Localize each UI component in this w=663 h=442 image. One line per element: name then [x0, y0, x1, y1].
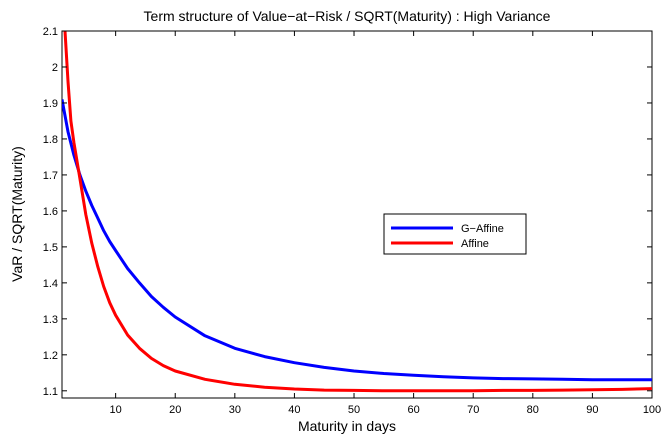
x-tick-label: 60	[407, 404, 419, 416]
series-group	[62, 31, 652, 393]
x-tick-label: 100	[643, 404, 661, 416]
legend: G−Affine Affine	[383, 213, 527, 255]
x-tick-label: 10	[110, 404, 122, 416]
y-tick-label: 2	[52, 62, 58, 74]
y-tick-label: 1.6	[43, 206, 58, 218]
y-axis-title: VaR / SQRT(Maturity)	[9, 146, 25, 282]
x-tick-label: 80	[527, 404, 539, 416]
y-tick-label: 1.2	[43, 350, 58, 362]
x-tick-label: 20	[169, 404, 181, 416]
x-axis-title: Maturity in days	[298, 418, 396, 434]
y-tick-label: 1.3	[43, 314, 58, 326]
legend-label-g-affine: G−Affine	[461, 223, 504, 235]
plot-area: 10 20 30 40 50 60 70 80 90 100 1.1 1.2 1.3 1.4 1.5 1.6…	[43, 26, 661, 416]
y-tick-label: 1.5	[43, 242, 58, 254]
y-tick-label: 1.4	[43, 278, 58, 290]
plot-frame	[61, 30, 653, 399]
y-axis-ticks: 1.1 1.2 1.3 1.4 1.5 1.6 1.7 1.8 1.9 2 2.1	[43, 26, 652, 398]
series-line-g-affine	[62, 99, 652, 382]
series-line-affine	[63, 31, 652, 393]
legend-label-affine: Affine	[461, 238, 489, 250]
y-tick-label: 1.9	[43, 98, 58, 110]
x-tick-label: 30	[229, 404, 241, 416]
y-tick-label: 1.8	[43, 134, 58, 146]
legend-box	[383, 213, 527, 255]
x-tick-label: 70	[467, 404, 479, 416]
y-tick-label: 1.7	[43, 170, 58, 182]
x-axis-ticks: 10 20 30 40 50 60 70 80 90 100	[110, 31, 661, 416]
x-tick-label: 90	[586, 404, 598, 416]
chart-title: Term structure of Value−at−Risk / SQRT(M…	[144, 8, 551, 24]
y-tick-label: 1.1	[43, 386, 58, 398]
y-tick-label: 2.1	[43, 26, 58, 38]
x-tick-label: 50	[348, 404, 360, 416]
x-tick-label: 40	[288, 404, 300, 416]
